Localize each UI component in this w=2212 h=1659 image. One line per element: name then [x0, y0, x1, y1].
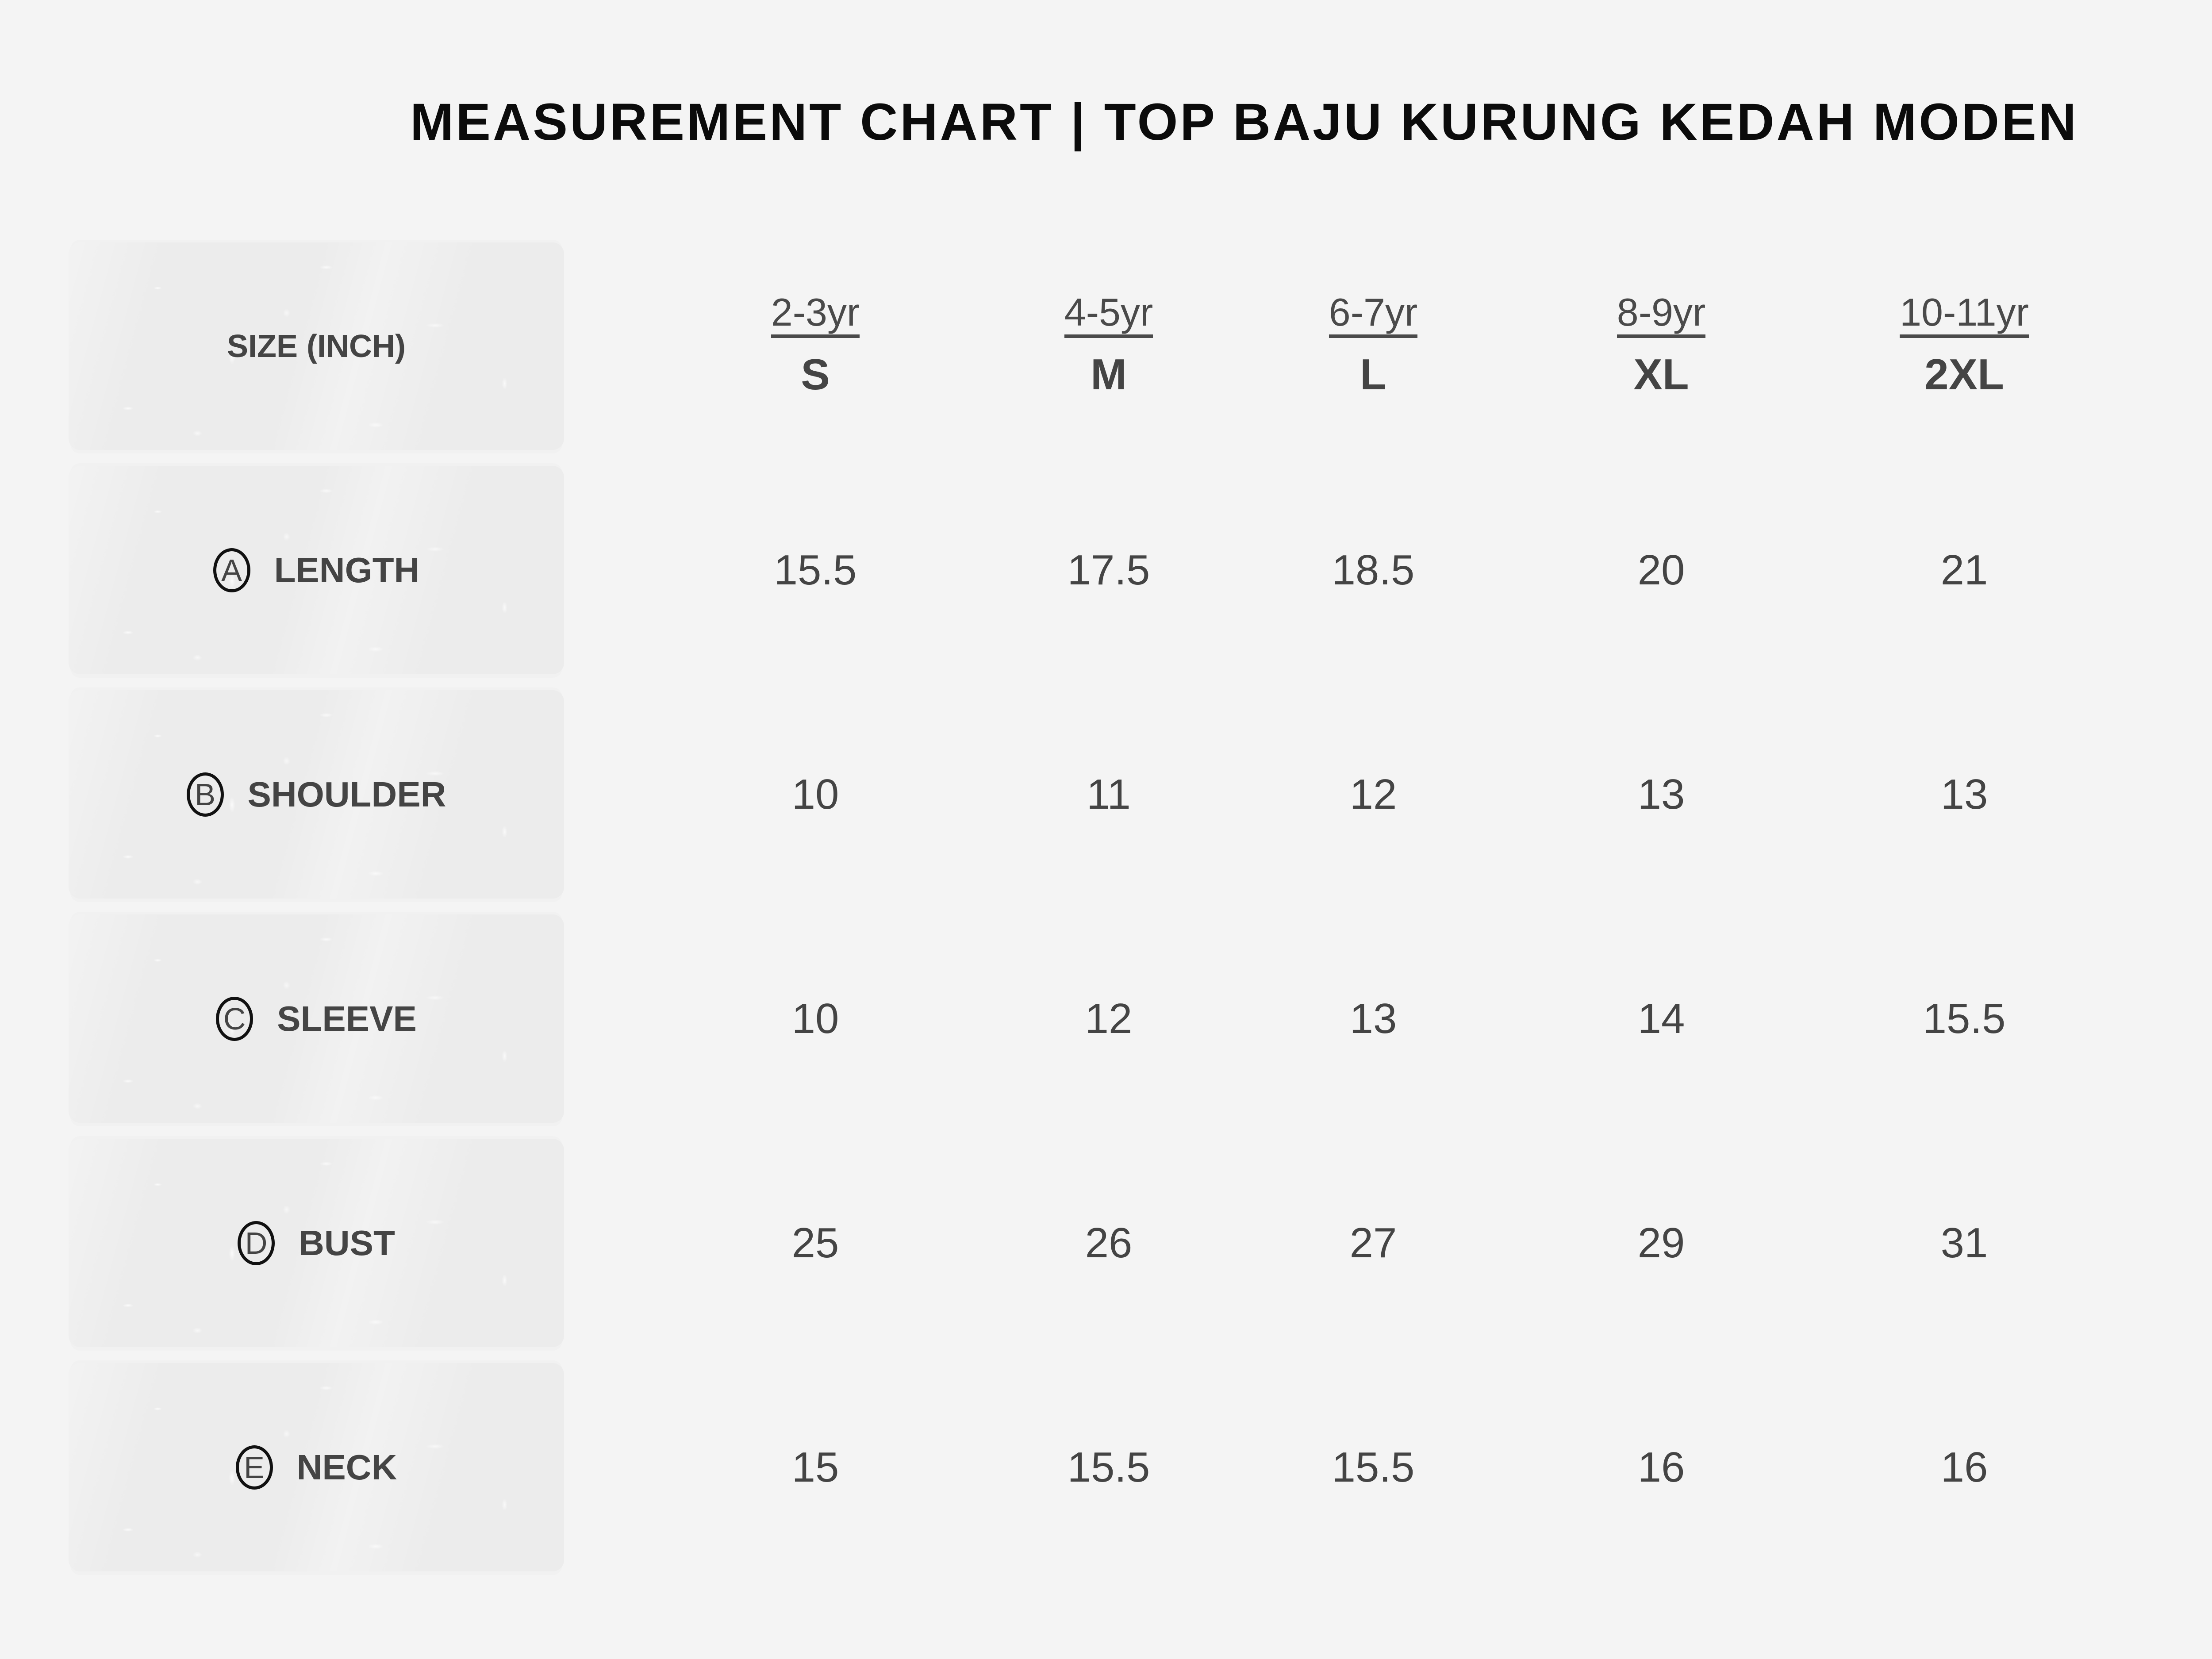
- column-header-m: 4-5yr M: [990, 234, 1227, 458]
- cell-length-l: 18.5: [1332, 546, 1415, 594]
- cell-bust-m: 26: [1085, 1219, 1133, 1267]
- size-inch-label: SIZE (INCH): [227, 328, 406, 364]
- cell-length-2xl: 21: [1940, 546, 1988, 594]
- cell-bust-2xl: 31: [1940, 1219, 1988, 1267]
- table-row: C SLEEVE 10 12 13 14 15.5 17.5: [0, 906, 2212, 1131]
- column-header-3xl: 12-13yr 3XL: [2151, 234, 2212, 458]
- cell-neck-l: 15.5: [1332, 1443, 1415, 1491]
- table-row: D BUST 25 26 27 29 31 33: [0, 1131, 2212, 1355]
- measurement-chart-table: SIZE (INCH) 2-3yr S 4-5yr M 6-7yr L 8-9y…: [0, 234, 2212, 1579]
- row-marker-e-icon: E: [235, 1445, 273, 1490]
- age-label-s: 2-3yr: [771, 293, 860, 338]
- cell-neck-s: 15: [791, 1443, 839, 1491]
- cell-bust-xl: 29: [1637, 1219, 1685, 1267]
- cell-neck-3xl: 16.5: [2151, 1355, 2212, 1579]
- cell-sleeve-xl: 14: [1637, 995, 1685, 1042]
- row-label-shoulder: SHOULDER: [247, 774, 446, 814]
- cell-bust-l: 27: [1349, 1219, 1397, 1267]
- cell-length-xl: 20: [1637, 546, 1685, 594]
- row-label-cell-shoulder: B SHOULDER: [69, 690, 564, 899]
- cell-shoulder-s: 10: [791, 770, 839, 818]
- cell-shoulder-2xl: 13: [1940, 770, 1988, 818]
- row-label-cell-length: A LENGTH: [69, 466, 564, 674]
- row-marker-a-icon: A: [213, 548, 250, 592]
- row-marker-c-icon: C: [216, 996, 253, 1041]
- cell-sleeve-l: 13: [1349, 995, 1397, 1042]
- row-label-neck: NECK: [296, 1447, 397, 1487]
- size-label-l: L: [1360, 350, 1386, 399]
- table-header-row: SIZE (INCH) 2-3yr S 4-5yr M 6-7yr L 8-9y…: [0, 234, 2212, 458]
- row-marker-d-icon: D: [238, 1221, 275, 1265]
- age-label-l: 6-7yr: [1329, 293, 1418, 338]
- row-marker-b-icon: B: [186, 772, 224, 817]
- table-row: E NECK 15 15.5 15.5 16 16 16.5: [0, 1355, 2212, 1579]
- size-label-s: S: [801, 350, 830, 399]
- page-title: MEASUREMENT CHART | TOP BAJU KURUNG KEDA…: [410, 93, 2079, 151]
- cell-shoulder-3xl: 14: [2151, 682, 2212, 906]
- cell-shoulder-l: 12: [1349, 770, 1397, 818]
- table-row: A LENGTH 15.5 17.5 18.5 20 21 22: [0, 458, 2212, 682]
- cell-shoulder-m: 11: [1087, 770, 1131, 818]
- cell-neck-2xl: 16: [1940, 1443, 1988, 1491]
- cell-length-3xl: 22: [2151, 458, 2212, 682]
- age-label-2xl: 10-11yr: [1900, 293, 2029, 338]
- table-row: B SHOULDER 10 11 12 13 13 14: [0, 682, 2212, 906]
- row-label-cell-bust: D BUST: [69, 1139, 564, 1347]
- header-label-cell: SIZE (INCH): [69, 242, 564, 450]
- cell-length-m: 17.5: [1067, 546, 1150, 594]
- row-label-bust: BUST: [299, 1223, 395, 1263]
- row-label-cell-neck: E NECK: [69, 1363, 564, 1571]
- cell-bust-3xl: 33: [2151, 1131, 2212, 1355]
- cell-neck-xl: 16: [1637, 1443, 1685, 1491]
- age-label-m: 4-5yr: [1064, 293, 1153, 338]
- cell-sleeve-s: 10: [791, 995, 839, 1042]
- cell-neck-m: 15.5: [1067, 1443, 1150, 1491]
- age-label-xl: 8-9yr: [1617, 293, 1706, 338]
- cell-sleeve-2xl: 15.5: [1923, 995, 2006, 1042]
- size-label-2xl: 2XL: [1924, 350, 2004, 399]
- row-label-length: LENGTH: [274, 550, 420, 590]
- cell-sleeve-m: 12: [1085, 995, 1133, 1042]
- column-header-2xl: 10-11yr 2XL: [1828, 234, 2101, 458]
- column-header-s: 2-3yr S: [697, 234, 934, 458]
- size-label-xl: XL: [1633, 350, 1689, 399]
- cell-bust-s: 25: [791, 1219, 839, 1267]
- cell-length-s: 15.5: [774, 546, 857, 594]
- row-label-cell-sleeve: C SLEEVE: [69, 914, 564, 1123]
- row-label-sleeve: SLEEVE: [277, 998, 417, 1038]
- cell-sleeve-3xl: 17.5: [2151, 906, 2212, 1131]
- column-header-xl: 8-9yr XL: [1543, 234, 1780, 458]
- column-header-l: 6-7yr L: [1255, 234, 1492, 458]
- cell-shoulder-xl: 13: [1637, 770, 1685, 818]
- size-label-m: M: [1091, 350, 1127, 399]
